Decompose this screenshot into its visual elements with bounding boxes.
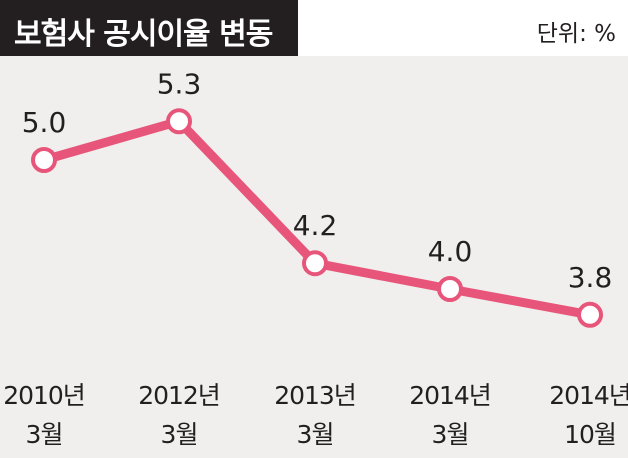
x-tick-label: 2014년 bbox=[409, 381, 491, 410]
data-point bbox=[577, 301, 603, 328]
data-label: 5.3 bbox=[157, 67, 202, 100]
x-tick-label: 2013년 bbox=[274, 381, 356, 410]
x-tick-label: 3월 bbox=[297, 420, 334, 449]
data-point bbox=[302, 250, 328, 277]
data-label: 5.0 bbox=[22, 106, 67, 139]
x-tick-label: 3월 bbox=[161, 420, 198, 449]
title-bar: 보험사 공시이율 변동 bbox=[0, 0, 298, 56]
data-point bbox=[437, 276, 463, 302]
x-tick-label: 3월 bbox=[432, 420, 469, 449]
x-tick-label: 2014년 bbox=[549, 381, 628, 410]
chart-title: 보험사 공시이율 변동 bbox=[14, 17, 273, 52]
x-tick-label: 2012년 bbox=[138, 381, 220, 410]
data-label: 4.0 bbox=[428, 235, 473, 268]
x-tick-label: 10월 bbox=[564, 420, 616, 449]
data-point bbox=[166, 108, 192, 135]
data-label: 4.2 bbox=[293, 209, 338, 242]
unit-label: 단위: % bbox=[536, 21, 616, 47]
chart-header: 보험사 공시이율 변동 단위: % bbox=[0, 0, 628, 56]
x-tick-label: 3월 bbox=[26, 420, 63, 449]
data-point bbox=[31, 147, 57, 173]
x-tick-label: 2010년 bbox=[3, 381, 85, 410]
data-label: 3.8 bbox=[568, 261, 613, 294]
